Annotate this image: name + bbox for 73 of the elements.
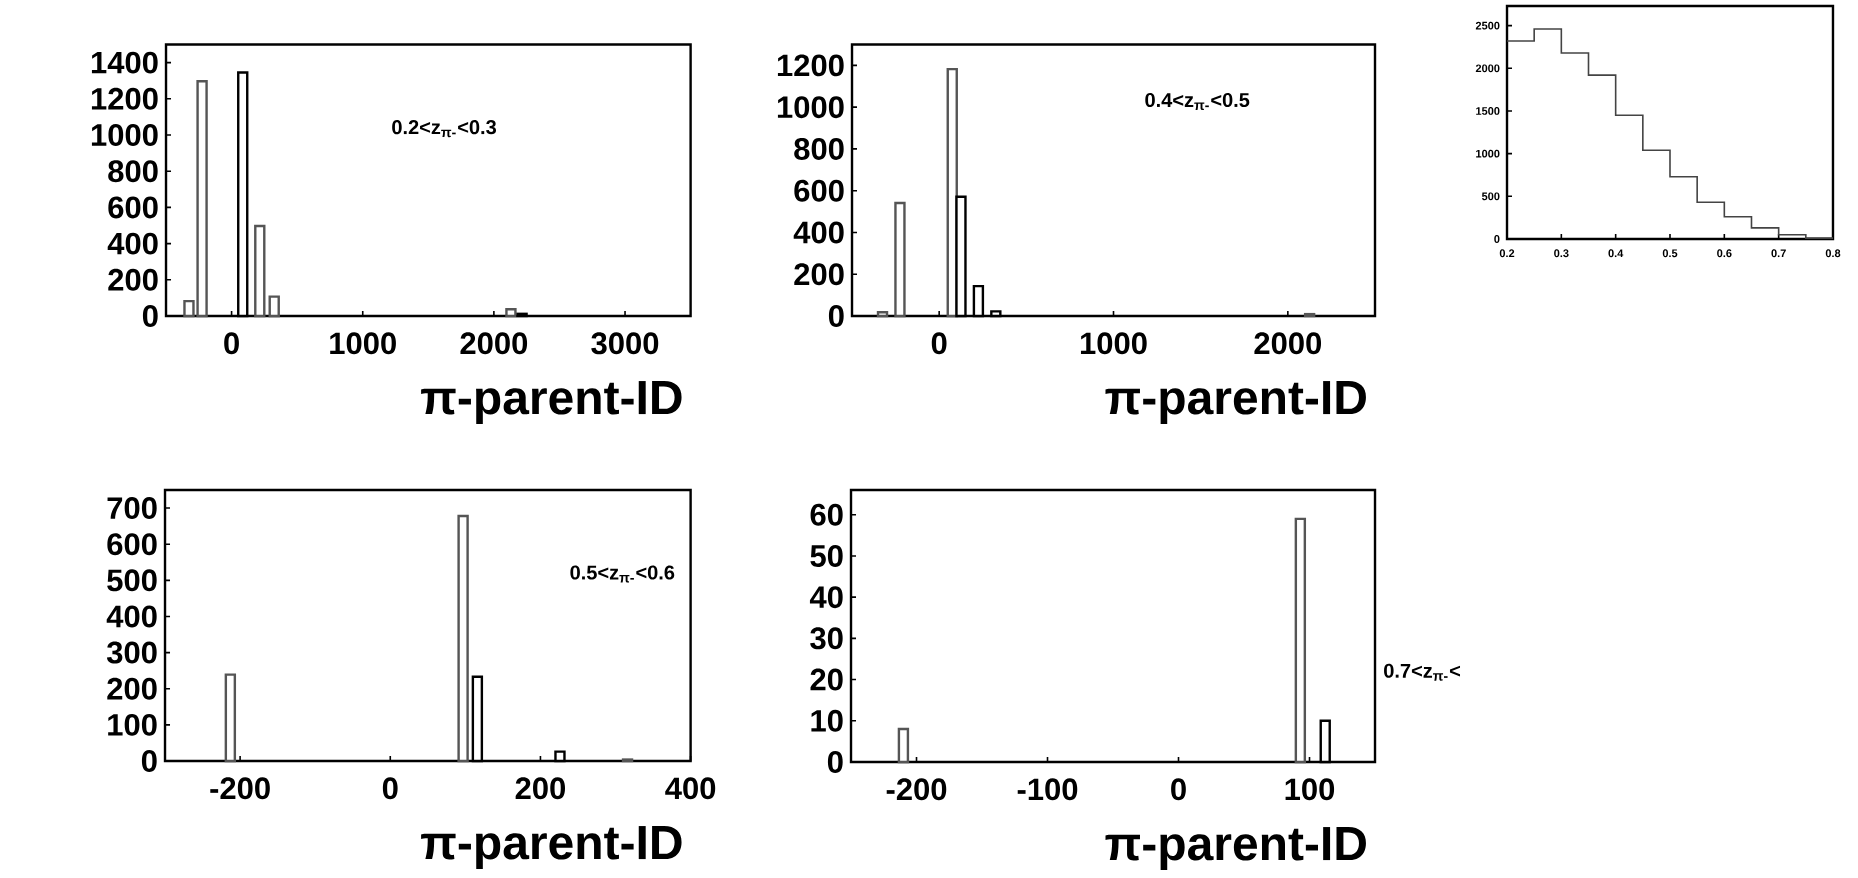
x-axis-title: π-parent-ID: [421, 826, 682, 870]
x-tick-label: 0: [382, 777, 398, 800]
x-tick-label: 200: [515, 777, 566, 800]
y-tick-label: 40: [809, 586, 843, 609]
x-tick-label: 0.4: [1608, 249, 1624, 258]
y-tick-label: 50: [810, 544, 843, 567]
y-tick-label: 1200: [91, 87, 158, 110]
x-tick-label: -100: [1017, 778, 1078, 801]
x-tick-label: 100: [1285, 778, 1335, 801]
y-tick-label: 600: [107, 533, 157, 556]
y-tick-label: 1400: [91, 51, 158, 74]
x-axis-title: π-parent-ID: [1105, 381, 1366, 425]
y-tick-label: 400: [106, 605, 157, 628]
x-tick-label: 2000: [1254, 332, 1322, 355]
y-tick-label: 1000: [91, 124, 158, 146]
y-tick-label: 20: [810, 668, 843, 691]
x-tick-label: 0.7: [1771, 249, 1786, 258]
y-tick-label: 2500: [1475, 21, 1500, 30]
y-tick-label: 500: [107, 569, 157, 592]
x-tick-label: 0.3: [1554, 249, 1569, 258]
y-tick-label: 1500: [1476, 107, 1500, 115]
y-tick-label: 600: [108, 196, 158, 219]
bar: [268, 295, 280, 318]
bar: [254, 224, 266, 318]
y-tick-label: 0: [141, 750, 157, 772]
bar: [457, 514, 469, 763]
y-tick-label: 200: [107, 677, 157, 700]
x-tick-label: 3000: [591, 332, 659, 355]
annotation: 0.5<z$_{π-}$<0.6: [570, 565, 675, 583]
y-tick-label: 100: [108, 713, 157, 736]
bar: [224, 673, 237, 763]
y-tick-label: 600: [794, 179, 844, 202]
x-tick-label: 0.8: [1825, 249, 1841, 258]
x-tick-label: 0: [1171, 778, 1186, 801]
y-tick-label: 30: [810, 627, 843, 650]
x-tick-label: 400: [665, 777, 716, 800]
y-tick-label: 700: [107, 497, 157, 520]
x-axis-title: π-parent-ID: [421, 381, 682, 425]
annotation: 0.4<z$_{π-}$<0.5: [1145, 92, 1250, 111]
y-tick-label: 1000: [1476, 149, 1500, 158]
x-tick-label: 0.6: [1717, 249, 1732, 258]
x-tick-label: -200: [886, 778, 947, 801]
x-tick-label: 1000: [330, 332, 396, 355]
y-tick-label: 400: [793, 221, 844, 244]
y-tick-label: 0: [828, 305, 844, 327]
bar: [1294, 517, 1307, 764]
y-tick-label: 1200: [777, 54, 844, 77]
y-tick-label: 2000: [1475, 64, 1500, 73]
y-tick-label: 800: [794, 137, 844, 160]
y-tick-label: 10: [811, 709, 843, 732]
bar: [897, 727, 910, 764]
y-tick-label: 60: [810, 503, 843, 526]
y-tick-label: 0: [827, 751, 843, 773]
y-tick-label: 500: [1481, 192, 1500, 201]
y-tick-label: 0: [142, 305, 158, 327]
text: 0.7<z$_{π-}$<: [1384, 663, 1461, 681]
x-tick-label: 0.5: [1662, 249, 1678, 258]
x-tick-label: 0: [224, 332, 239, 355]
bar: [894, 201, 906, 318]
y-tick-label: 800: [108, 160, 158, 183]
y-tick-label: 300: [106, 641, 157, 664]
y-tick-label: 200: [108, 268, 158, 291]
annotation: 0.2<z$_{π-}$<0.3: [392, 120, 497, 138]
y-tick-label: 0: [1494, 235, 1500, 243]
x-axis-title: π-parent-ID: [1105, 827, 1366, 871]
y-tick-label: 200: [794, 263, 844, 286]
bar: [876, 311, 889, 318]
x-tick-label: 1000: [1080, 332, 1147, 355]
x-tick-label: 0.2: [1499, 249, 1515, 258]
y-tick-label: 1000: [777, 96, 844, 119]
x-tick-label: 0: [931, 332, 947, 355]
x-tick-label: -200: [210, 777, 270, 800]
x-tick-label: 2000: [460, 332, 528, 355]
